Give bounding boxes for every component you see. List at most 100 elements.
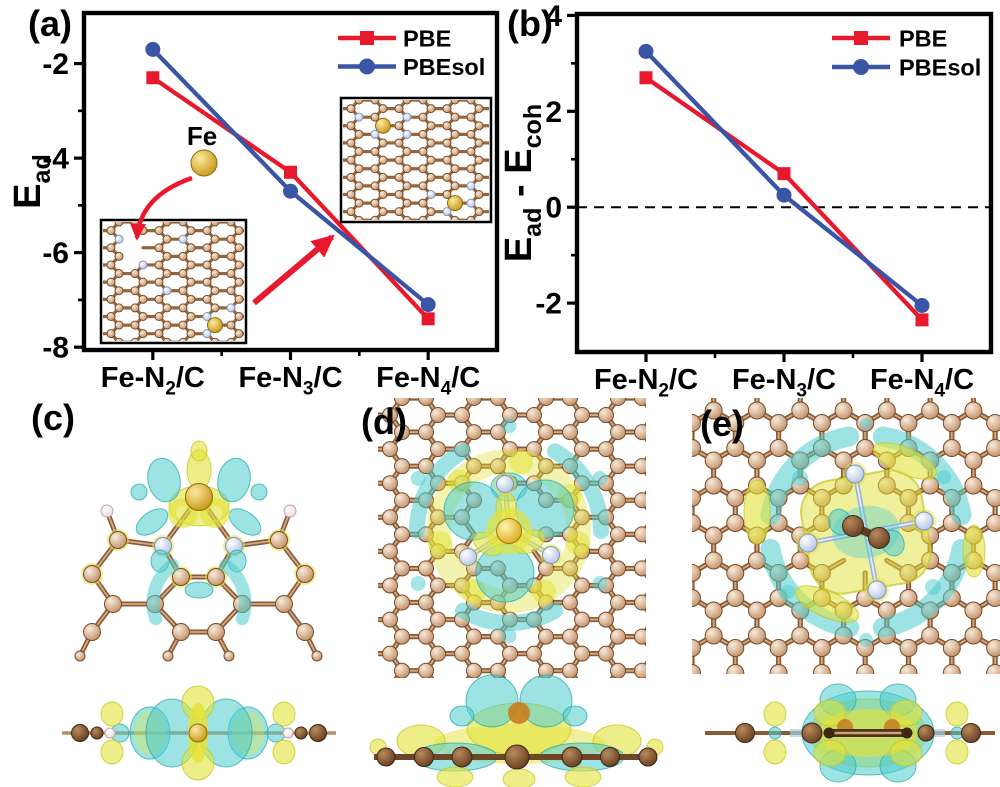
bond [649, 711, 671, 724]
bond [279, 256, 287, 265]
panel-d-top-view-charge-density [282, 364, 726, 722]
bond [279, 291, 287, 300]
carbon-atom [466, 458, 482, 475]
carbon-atom [202, 277, 212, 287]
carbon-atom [735, 723, 755, 743]
bond [87, 239, 95, 248]
isosurface-blob [889, 699, 923, 727]
carbon-atom [210, 251, 220, 261]
bond [255, 308, 263, 317]
carbon-atom [354, 164, 364, 174]
carbon-atom [538, 424, 554, 441]
bond [567, 143, 575, 152]
bond-highlight [692, 597, 693, 600]
carbon-atom [748, 302, 765, 319]
carbon-atom [227, 355, 235, 363]
carbon-atom [726, 414, 745, 432]
carbon-atom [640, 715, 657, 732]
carbon-atom [474, 207, 484, 217]
bond [642, 705, 654, 722]
bond-highlight [282, 620, 294, 637]
bond [279, 205, 287, 214]
carbon-atom [562, 628, 578, 645]
bond [303, 229, 311, 238]
carbon-atom [466, 129, 476, 139]
iron-dumbbell-atom [842, 515, 864, 537]
carbon-atom [376, 747, 396, 767]
bond [567, 117, 575, 126]
carbon-atom [684, 715, 701, 732]
bond [255, 325, 263, 334]
carbon-atom [538, 458, 554, 475]
carbon-atom [662, 327, 679, 344]
bond-highlight [692, 711, 714, 724]
carbon-atom [294, 726, 308, 740]
bond [649, 673, 671, 686]
bond [327, 177, 335, 186]
bond [735, 336, 757, 349]
carbon-atom [283, 244, 291, 252]
carbon-atom [259, 304, 267, 312]
bond [800, 336, 822, 349]
carbon-atom [207, 623, 225, 641]
carbon-atom [704, 401, 723, 420]
legend-square-marker [854, 31, 868, 45]
bond [692, 670, 699, 674]
iron-atom [207, 317, 223, 334]
bond-highlight [678, 500, 690, 517]
nitrogen-atom [162, 286, 172, 296]
bond-highlight [282, 637, 294, 654]
bond-highlight [678, 637, 690, 654]
carbon-atom [450, 181, 460, 191]
bond [678, 585, 690, 602]
carbon-atom [35, 304, 43, 312]
bond-highlight [318, 517, 330, 534]
bond [543, 160, 551, 169]
bond [714, 336, 736, 349]
carbon-atom [154, 277, 164, 287]
bond-highlight [822, 298, 844, 311]
bond [714, 364, 726, 381]
bond [728, 670, 738, 674]
bond [318, 534, 330, 551]
bond-highlight [670, 748, 692, 761]
bond-highlight [678, 449, 690, 466]
carbon-atom [186, 260, 196, 270]
carbon-atom [634, 492, 646, 509]
carbon-atom [91, 227, 99, 235]
carbon-atom [178, 320, 188, 330]
carbon-atom [964, 476, 983, 495]
carbon-atom [106, 277, 116, 287]
carbon-atom [563, 182, 571, 190]
carbon-atom [382, 611, 398, 628]
bond-highlight [678, 568, 690, 585]
carbon-atom [283, 87, 291, 95]
carbon-atom [347, 425, 362, 440]
bond-highlight [282, 466, 294, 483]
carbon-atom [451, 746, 473, 768]
carbon-atom [83, 355, 91, 363]
carbon-atom [323, 595, 338, 610]
carbon-atom [426, 121, 436, 131]
carbon-atom [178, 286, 188, 296]
bond [779, 298, 801, 311]
yellow-bond-blob [872, 442, 938, 480]
bond-highlight [994, 672, 999, 674]
bond [282, 483, 294, 500]
carbon-atom [186, 226, 196, 236]
carbon-atom [474, 155, 484, 165]
carbon-atom [402, 181, 412, 191]
bond [282, 415, 294, 432]
carbon-atom [647, 578, 662, 593]
carbon-atom [792, 677, 809, 694]
carbon-atom [726, 514, 745, 532]
bond [63, 205, 71, 214]
carbon-atom [114, 269, 124, 279]
bond-highlight [907, 672, 913, 674]
bond [63, 308, 71, 317]
carbon-atom [442, 138, 452, 148]
bond [303, 100, 311, 109]
carbon-atom [323, 113, 331, 121]
bond [844, 298, 866, 311]
isosurface-blob [266, 723, 286, 743]
